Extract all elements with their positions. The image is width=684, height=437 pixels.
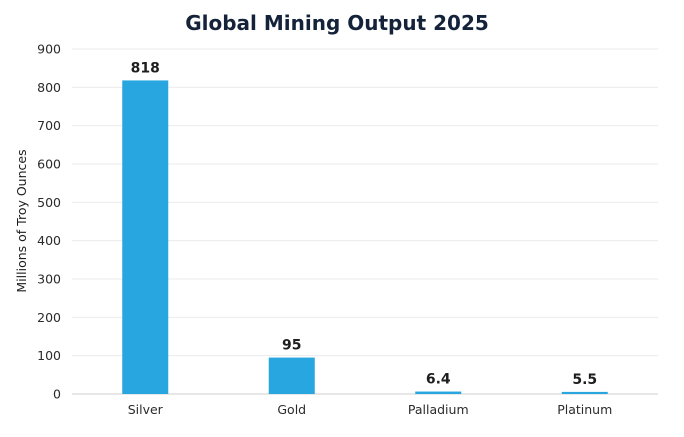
x-axis-ticks: Silver Gold Palladium Platinum [128, 402, 613, 417]
x-tick-label-silver: Silver [128, 402, 164, 417]
y-tick-label: 500 [37, 195, 61, 210]
gridlines [72, 48, 658, 395]
bar-gold [268, 357, 315, 394]
data-labels: 818 95 6.4 5.5 [131, 60, 598, 387]
y-tick-label: 900 [37, 42, 61, 57]
y-axis-ticks: 0 100 200 300 400 500 600 700 800 900 [37, 42, 61, 402]
y-axis-label: Millions of Troy Ounces [14, 149, 29, 292]
data-label-palladium: 6.4 [426, 372, 451, 388]
y-tick-label: 800 [37, 80, 61, 95]
x-tick-label-palladium: Palladium [408, 402, 469, 417]
x-tick-label-gold: Gold [277, 402, 306, 417]
y-tick-label: 200 [37, 310, 61, 325]
y-tick-label: 0 [53, 387, 61, 402]
bar-palladium [415, 391, 462, 394]
y-tick-label: 700 [37, 118, 61, 133]
bar-platinum [561, 391, 608, 394]
data-label-gold: 95 [282, 338, 301, 354]
bars [122, 80, 608, 394]
y-tick-label: 400 [37, 233, 61, 248]
data-label-silver: 818 [131, 60, 160, 76]
bar-silver [122, 80, 169, 394]
y-tick-label: 600 [37, 157, 61, 172]
y-tick-label: 300 [37, 272, 61, 287]
data-label-platinum: 5.5 [572, 372, 597, 388]
y-tick-label: 100 [37, 348, 61, 363]
x-tick-label-platinum: Platinum [557, 402, 612, 417]
chart-title: Global Mining Output 2025 [185, 11, 489, 35]
